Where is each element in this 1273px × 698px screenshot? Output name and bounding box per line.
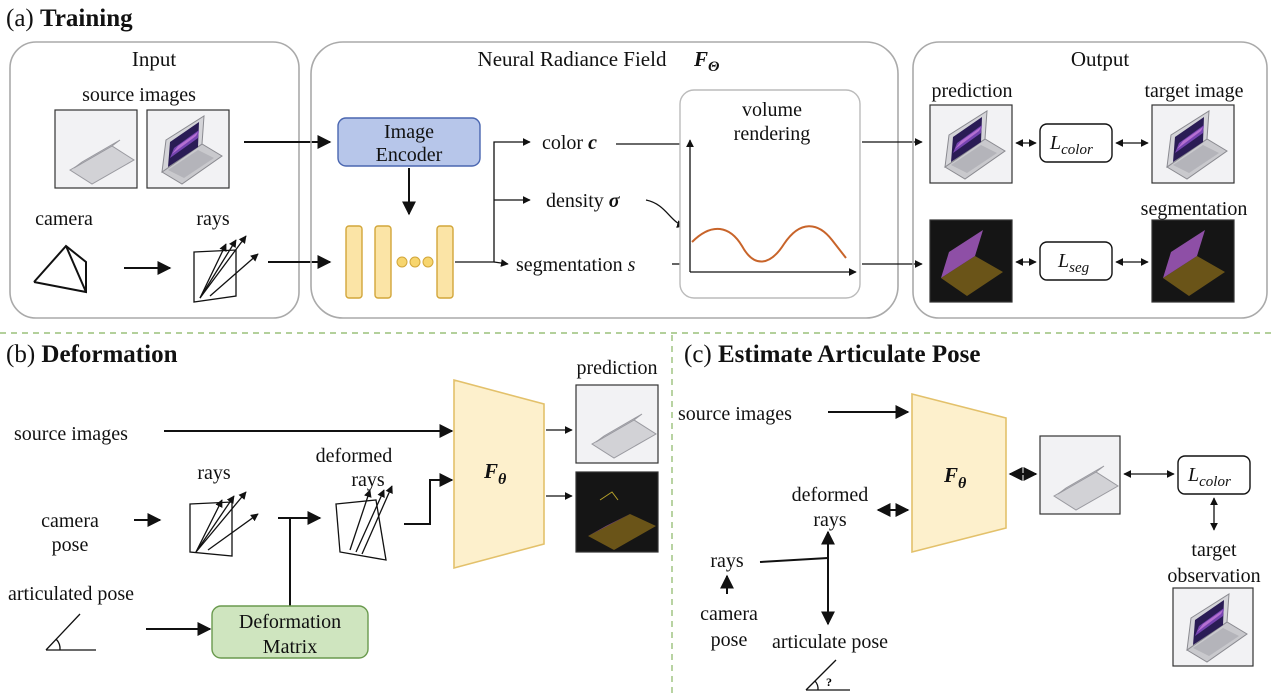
b-f-theta-label: Fθ: [483, 459, 507, 488]
c-rays-label: rays: [710, 550, 744, 572]
color-output: color c: [542, 132, 597, 154]
prediction-label: prediction: [931, 80, 1012, 102]
branch-seg-arrow: [493, 259, 509, 267]
mlp-dot-1: [396, 256, 408, 268]
rays-label: rays: [196, 208, 230, 230]
panel-c-title: (c) Estimate Articulate Pose: [684, 341, 980, 368]
rays-icon: [193, 235, 259, 303]
c-camera-pose-label-1: camera: [700, 603, 758, 625]
segmentation-output: segmentation s: [516, 254, 636, 276]
target-image-label: target image: [1144, 80, 1243, 102]
c-loss-color-label: Lcolor: [1187, 464, 1231, 490]
b-seg-shape: [588, 491, 656, 550]
c-articulate-pose-label: articulate pose: [772, 631, 888, 653]
deformation-matrix-label-2: Matrix: [263, 636, 317, 658]
b-source-images-label: source images: [14, 423, 128, 445]
b-deformed-rays-icon: [335, 485, 393, 561]
c-source-images-label: source images: [678, 403, 792, 425]
deformation-matrix-label-1: Deformation: [239, 611, 341, 633]
deformation-matrix-block: [211, 605, 369, 659]
c-angle-icon: [805, 659, 850, 691]
panel-a-title: (a) Training: [6, 5, 133, 32]
b-rays-label: rays: [197, 462, 231, 484]
c-loss-color-box: [1177, 455, 1251, 495]
density-output: density σ: [546, 190, 621, 212]
volume-rendering-box: [679, 89, 861, 299]
b-deformed-rays-label-2: rays: [351, 469, 385, 491]
mlp-layer-3: [436, 225, 454, 299]
loss-color-box: [1039, 123, 1113, 163]
segmentation-label: segmentation: [1141, 198, 1248, 220]
panel-a-label: (a): [6, 5, 34, 32]
mlp-dot-3: [422, 256, 434, 268]
image-encoder-block: [337, 117, 481, 167]
panel-b-title: (b) Deformation: [6, 341, 178, 368]
input-source-images-label: source images: [82, 84, 196, 106]
image-encoder-label-1: Image: [384, 121, 434, 143]
c-f-theta-block: [911, 392, 1007, 554]
panel-a-name: Training: [40, 5, 133, 32]
b-rays-icon: [189, 491, 259, 557]
c-f-theta-label: Fθ: [943, 463, 967, 492]
volume-rendering-label-2: rendering: [734, 123, 811, 145]
c-target-observation-label-1: target: [1191, 539, 1237, 561]
loss-seg-box: [1039, 241, 1113, 281]
c-angle-unknown: ?: [826, 675, 832, 689]
mlp-layer-2: [374, 225, 392, 299]
b-deformed-rays-label-1: deformed: [316, 445, 393, 467]
branch-color-arrow: [455, 138, 531, 263]
c-deformed-rays-label-2: rays: [813, 509, 847, 531]
nerf-header: Neural Radiance Field: [478, 47, 667, 71]
c-deformed-rays-label-1: deformed: [792, 484, 869, 506]
render-curve: [691, 225, 847, 263]
c-rays-link-line: [759, 557, 829, 563]
loss-color-label: Lcolor: [1049, 132, 1093, 158]
output-panel: [912, 41, 1268, 319]
b-prediction-label: prediction: [576, 357, 657, 379]
output-header: Output: [1071, 47, 1130, 71]
c-target-observation-label-2: observation: [1167, 565, 1260, 587]
mlp-layer-1: [345, 225, 363, 299]
b-camera-pose-label-2: pose: [52, 534, 89, 556]
b-f-theta-block: [453, 378, 545, 570]
volume-rendering-label-1: volume: [742, 99, 802, 121]
density-to-render-arrow: [645, 199, 685, 228]
nerf-panel: [310, 41, 899, 319]
c-camera-pose-label-2: pose: [711, 629, 748, 651]
camera-icon: [33, 244, 87, 294]
image-encoder-label-2: Encoder: [376, 144, 443, 166]
camera-label: camera: [35, 208, 93, 230]
b-articulated-pose-label: articulated pose: [8, 583, 134, 605]
b-camera-pose-label-1: camera: [41, 510, 99, 532]
b-angle-icon: [45, 613, 96, 651]
b-deformed-to-f-arrow: [404, 473, 454, 525]
mlp-layers: [345, 225, 454, 299]
input-panel: [9, 41, 300, 319]
input-header: Input: [132, 47, 176, 71]
loss-seg-label: Lseg: [1057, 250, 1090, 276]
mlp-dot-2: [409, 256, 421, 268]
nerf-symbol: FΘ: [693, 47, 720, 75]
